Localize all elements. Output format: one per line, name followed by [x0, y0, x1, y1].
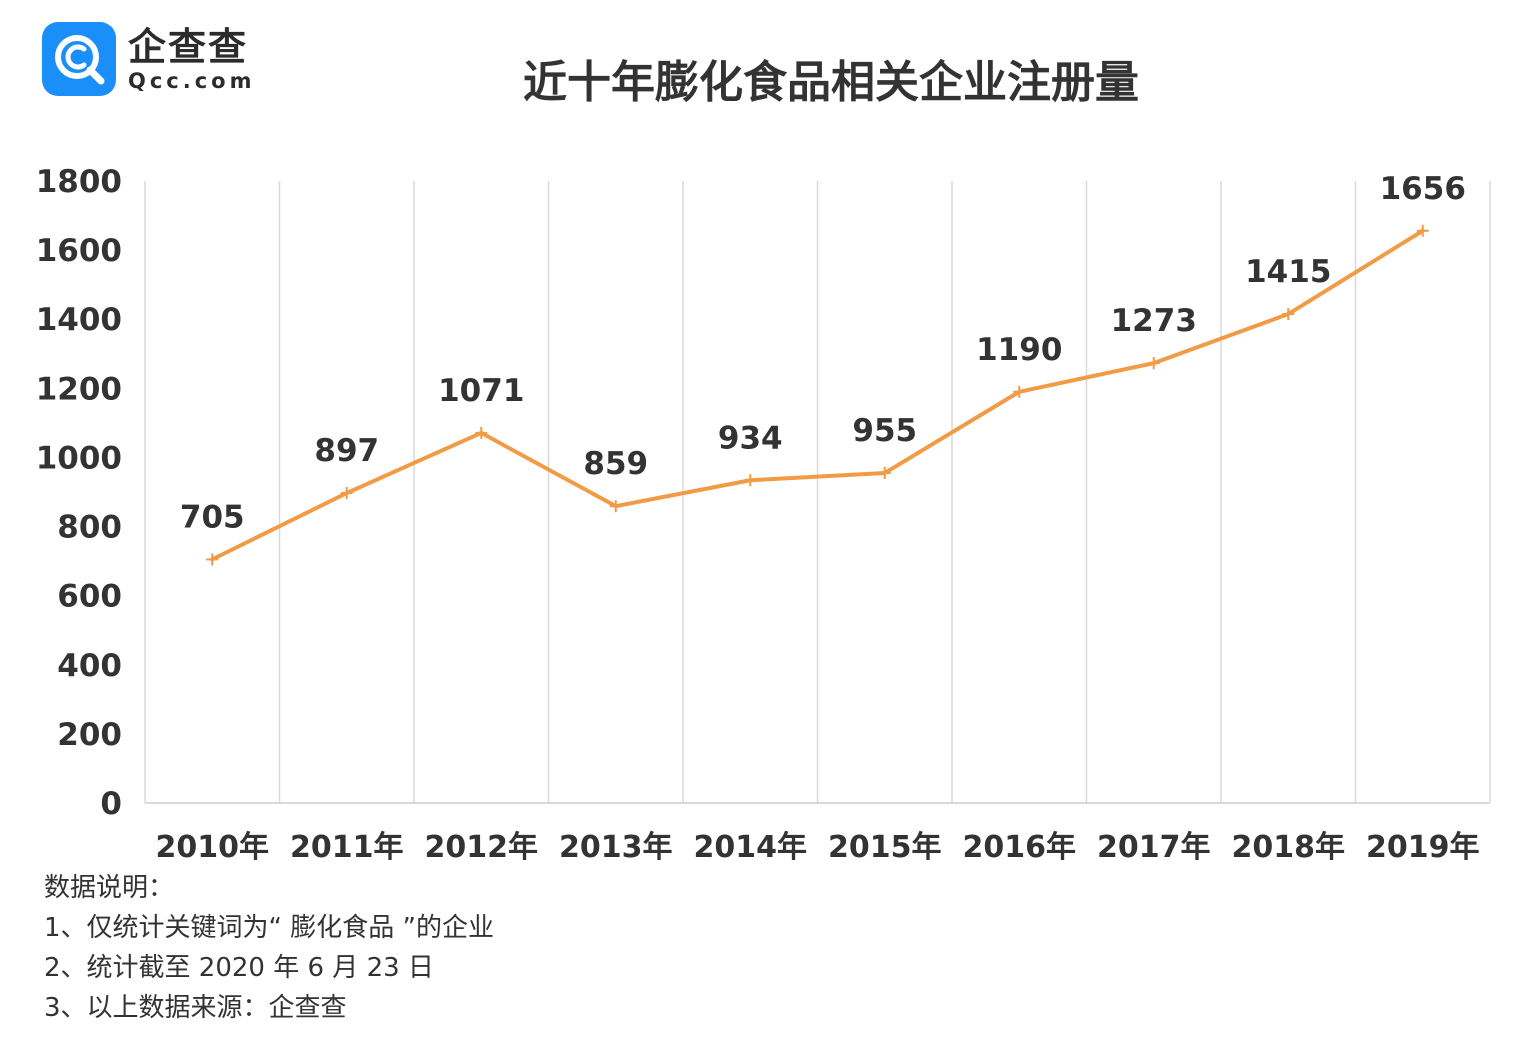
data-notes: 数据说明： 1、仅统计关键词为“ 膨化食品 ”的企业 2、统计截至 2020 年…: [44, 868, 494, 1028]
notes-heading: 数据说明：: [44, 873, 175, 903]
note-item-1: 1、仅统计关键词为“ 膨化食品 ”的企业: [44, 913, 495, 943]
data-label: 1071: [438, 373, 524, 409]
x-tick-label: 2013年: [559, 830, 673, 860]
data-point: [878, 466, 891, 479]
data-point: [744, 474, 757, 487]
logo-name: 企查查: [128, 25, 249, 69]
data-label: 705: [180, 499, 245, 535]
y-tick-label: 600: [57, 579, 122, 615]
x-tick-label: 2018年: [1232, 830, 1346, 860]
y-tick-label: 0: [100, 786, 122, 822]
data-point: [206, 553, 219, 566]
y-tick-label: 1400: [36, 302, 122, 338]
y-tick-label: 800: [57, 510, 122, 546]
y-tick-label: 200: [57, 717, 122, 753]
data-point: [340, 487, 353, 500]
y-tick-label: 1800: [36, 164, 122, 200]
series-line: [210, 228, 1425, 562]
data-label: 1656: [1380, 171, 1466, 207]
line-chart: 0 200 400 600 800 1000 1200 1400 1600 1800 2010年 20…: [36, 164, 1491, 860]
note-item-2: 2、统计截至 2020 年 6 月 23 日: [44, 953, 434, 983]
x-tick-label: 2015年: [828, 830, 942, 860]
x-tick-label: 2016年: [963, 830, 1077, 860]
data-point: [1416, 224, 1429, 237]
x-tick-label: 2011年: [290, 830, 404, 860]
x-tick-label: 2014年: [694, 830, 808, 860]
qcc-logo-icon: [42, 22, 116, 96]
data-label: 897: [314, 433, 379, 469]
data-point: [1147, 357, 1160, 370]
data-label: 1190: [976, 332, 1062, 368]
data-label: 859: [583, 446, 648, 482]
x-tick-label: 2012年: [425, 830, 539, 860]
y-tick-label: 1200: [36, 371, 122, 407]
data-point: [609, 500, 622, 513]
data-label: 934: [718, 420, 783, 456]
x-tick-label: 2010年: [156, 830, 270, 860]
y-tick-label: 1600: [36, 233, 122, 269]
data-point: [1013, 385, 1026, 398]
qcc-logo: 企查查 Qcc.com: [42, 22, 255, 96]
y-tick-label: 1000: [36, 440, 122, 476]
data-label: 1273: [1111, 303, 1197, 339]
data-point: [1282, 308, 1295, 321]
note-item-3: 3、以上数据来源：企查查: [44, 993, 347, 1023]
x-tick-label: 2017年: [1097, 830, 1211, 860]
y-tick-label: 400: [57, 648, 122, 684]
logo-domain: Qcc.com: [128, 69, 256, 93]
data-point: [475, 426, 488, 439]
x-tick-label: 2019年: [1366, 830, 1480, 860]
data-label: 955: [852, 413, 917, 449]
data-label: 1415: [1245, 254, 1331, 290]
chart-title: 近十年膨化食品相关企业注册量: [523, 57, 1139, 108]
